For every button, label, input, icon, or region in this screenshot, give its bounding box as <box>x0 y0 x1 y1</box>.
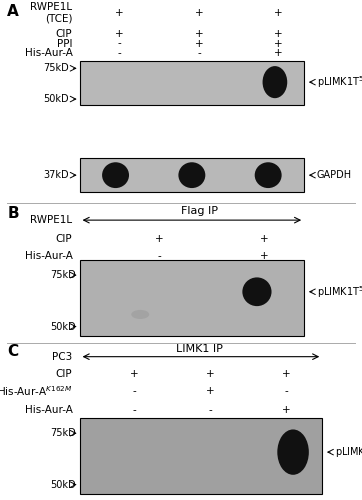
Text: +: + <box>115 30 124 40</box>
Text: -: - <box>118 48 121 58</box>
Text: CIP: CIP <box>56 30 72 40</box>
Ellipse shape <box>243 278 272 306</box>
Text: +: + <box>260 234 269 244</box>
Text: GAPDH: GAPDH <box>317 170 352 180</box>
Ellipse shape <box>131 310 149 319</box>
Text: 50kD: 50kD <box>50 480 76 490</box>
Text: 50kD: 50kD <box>43 94 69 104</box>
Ellipse shape <box>255 162 282 188</box>
Text: 75kD: 75kD <box>50 270 76 280</box>
Text: RWPE1L
(TCE): RWPE1L (TCE) <box>30 2 72 24</box>
Text: pLIMK1T$^{508}$: pLIMK1T$^{508}$ <box>317 74 362 90</box>
Text: -: - <box>208 405 212 415</box>
Text: -: - <box>157 251 161 261</box>
Text: LIMK1 IP: LIMK1 IP <box>176 344 223 354</box>
Text: His-Aur-A: His-Aur-A <box>25 405 72 415</box>
Text: +: + <box>274 8 283 18</box>
Text: His-Aur-A$^{K162M}$: His-Aur-A$^{K162M}$ <box>0 384 72 398</box>
Text: +: + <box>260 251 269 261</box>
Text: +: + <box>115 8 124 18</box>
Bar <box>80 158 304 192</box>
Ellipse shape <box>262 66 287 98</box>
Text: +: + <box>274 48 283 58</box>
Text: A: A <box>7 4 19 19</box>
Text: pLIMK1T$^{508}$: pLIMK1T$^{508}$ <box>335 444 362 460</box>
Ellipse shape <box>102 162 129 188</box>
Text: -: - <box>197 48 201 58</box>
Text: B: B <box>7 206 19 222</box>
Text: -: - <box>132 386 136 396</box>
Text: Flag IP: Flag IP <box>181 206 218 216</box>
Text: +: + <box>206 369 214 379</box>
Text: 75kD: 75kD <box>43 64 69 74</box>
Text: +: + <box>206 386 214 396</box>
Text: CIP: CIP <box>56 234 72 244</box>
Text: 50kD: 50kD <box>50 322 76 332</box>
Text: +: + <box>195 8 203 18</box>
Text: +: + <box>195 38 203 48</box>
Text: +: + <box>274 38 283 48</box>
Text: CIP: CIP <box>56 369 72 379</box>
Text: PC3: PC3 <box>52 352 72 362</box>
Text: 37kD: 37kD <box>43 170 69 180</box>
Text: His-Aur-A: His-Aur-A <box>25 251 72 261</box>
Ellipse shape <box>178 162 205 188</box>
Text: PPI: PPI <box>57 38 72 48</box>
Ellipse shape <box>277 430 309 475</box>
Text: -: - <box>132 405 136 415</box>
Bar <box>80 260 304 336</box>
Text: C: C <box>7 344 18 359</box>
Text: +: + <box>274 30 283 40</box>
Text: -: - <box>284 386 288 396</box>
Text: -: - <box>118 38 121 48</box>
Text: +: + <box>155 234 164 244</box>
Text: +: + <box>195 30 203 40</box>
Text: +: + <box>282 369 290 379</box>
Bar <box>80 418 322 494</box>
Text: RWPE1L: RWPE1L <box>30 215 72 225</box>
Bar <box>80 60 304 106</box>
Text: +: + <box>282 405 290 415</box>
Text: 75kD: 75kD <box>50 428 76 438</box>
Text: +: + <box>130 369 138 379</box>
Text: His-Aur-A: His-Aur-A <box>25 48 72 58</box>
Text: pLIMK1T$^{508}$: pLIMK1T$^{508}$ <box>317 284 362 300</box>
